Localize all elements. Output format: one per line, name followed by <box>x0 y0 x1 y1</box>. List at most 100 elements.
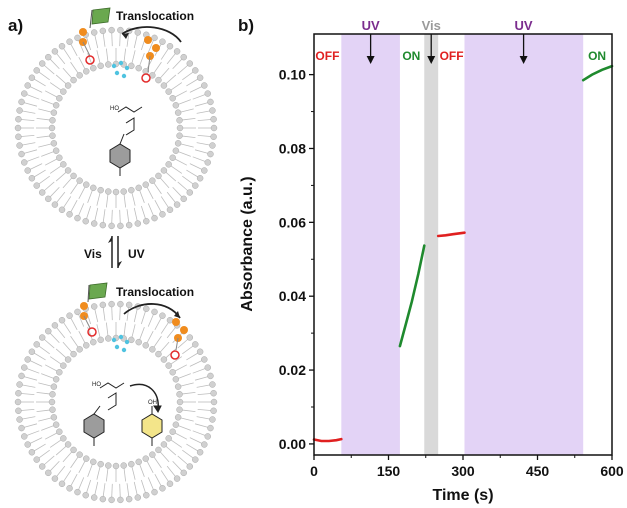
lipid-tail <box>123 48 127 62</box>
lipid-tail <box>38 175 50 185</box>
lipid-tail <box>197 134 211 137</box>
series-line-1 <box>398 244 426 348</box>
lipid-head <box>21 90 28 97</box>
lipid-head <box>186 334 194 341</box>
lipid-tail <box>133 309 138 323</box>
lipid-tail <box>26 94 40 100</box>
lipid-head <box>125 301 133 309</box>
lipid-tail <box>166 53 176 65</box>
lipid-tail <box>24 149 38 154</box>
lipid-tail <box>178 373 191 379</box>
lipid-head <box>165 435 172 442</box>
lipid-tail <box>63 48 72 60</box>
lipid-head <box>33 341 40 348</box>
lipid-tail <box>111 33 113 47</box>
lipid-head <box>159 38 166 45</box>
light-label: Vis <box>422 18 441 33</box>
lipid-tail <box>94 309 99 323</box>
lipid-tail <box>189 360 202 367</box>
left-arm <box>79 28 95 65</box>
lipid-tail <box>26 368 40 374</box>
lipid-head <box>49 406 56 413</box>
lipid-tail <box>186 352 198 361</box>
lipid-tail <box>170 356 183 365</box>
lipid-tail <box>165 74 177 84</box>
lipid-head <box>56 428 63 435</box>
lipid-head <box>97 460 104 468</box>
lipid-tail <box>30 163 43 170</box>
lipid-tail <box>38 382 52 387</box>
lipid-tail <box>86 479 92 493</box>
lipid-head <box>70 446 77 454</box>
lipid-head <box>45 195 52 203</box>
lipid-tail <box>139 190 145 203</box>
lipid-tail <box>166 191 176 203</box>
lipid-tail <box>44 65 55 75</box>
lipid-head <box>192 67 199 74</box>
lipid-head <box>204 433 211 440</box>
lipid-tail <box>34 78 46 87</box>
lipid-head <box>51 201 59 208</box>
lipid-tail <box>197 408 211 411</box>
lipid-tail <box>194 102 208 107</box>
lipid-tail <box>123 194 127 208</box>
lipid-tail <box>119 33 121 47</box>
bottom-translocation-label: Translocation <box>116 285 194 299</box>
lipid-head <box>160 167 168 174</box>
lipid-head <box>155 350 162 358</box>
lipid-head <box>204 364 211 371</box>
shaded-region-1 <box>424 34 439 455</box>
lipid-tail <box>153 182 162 195</box>
panel-a-schematic: a) Translocation <box>8 7 218 504</box>
right-arm <box>170 318 188 360</box>
lipid-head <box>99 495 107 503</box>
lipid-head <box>33 456 40 463</box>
lipid-head <box>159 211 166 218</box>
lipid-head <box>51 48 59 55</box>
lipid-tail <box>50 460 60 471</box>
lipid-head <box>50 383 58 390</box>
lipid-head <box>58 206 66 213</box>
lipid-tail <box>177 339 188 349</box>
lipid-tail <box>70 474 78 486</box>
lipid-tail <box>182 117 196 121</box>
lipid-tail <box>36 117 50 121</box>
lipid-tail <box>49 356 62 365</box>
lipid-head <box>149 177 156 184</box>
lipid-head <box>210 407 217 414</box>
lipid-head <box>90 494 98 501</box>
state-label: OFF <box>440 49 464 63</box>
lipid-head <box>186 463 194 470</box>
lipid-head <box>16 142 23 149</box>
lipid-head <box>176 117 183 124</box>
lipid-head <box>105 335 112 342</box>
lipid-head <box>66 485 73 492</box>
lipid-tail <box>50 333 60 344</box>
lipid-tail <box>160 451 170 463</box>
lipid-tail <box>96 324 101 338</box>
lipid-head <box>210 398 218 406</box>
lipid-tail <box>182 71 194 81</box>
lipid-head <box>207 98 214 106</box>
lipid-tail <box>196 384 210 388</box>
lipid-tail <box>38 345 50 355</box>
lipid-head <box>173 201 181 208</box>
lipid-tail <box>78 461 86 474</box>
lipid-tail <box>34 169 46 178</box>
panel-a-label: a) <box>8 16 23 35</box>
lipid-tail <box>96 466 101 480</box>
lipid-head <box>16 416 23 423</box>
lipid-tail <box>70 456 79 469</box>
lipid-tail <box>189 163 202 170</box>
lipid-head <box>24 441 31 448</box>
y-tick-label: 0.10 <box>279 67 306 83</box>
lipid-head <box>58 480 66 487</box>
lipid-head <box>176 132 183 139</box>
lipid-head <box>82 218 89 225</box>
lipid-head <box>21 364 28 371</box>
lipid-head <box>28 74 36 81</box>
lipid-tail <box>189 437 202 444</box>
lipid-tail <box>186 169 198 178</box>
lipid-tail <box>63 470 72 482</box>
